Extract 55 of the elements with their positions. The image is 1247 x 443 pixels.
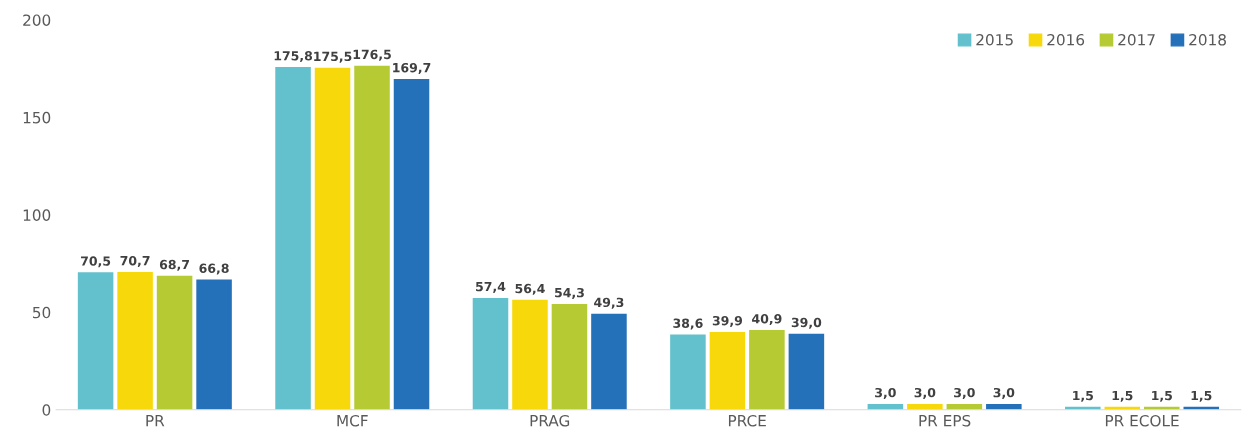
y-tick-label: 100 [23,209,51,221]
bar [117,271,153,410]
data-label: 176,5 [353,49,391,61]
x-tick-label: PRAG [530,414,570,427]
data-label: 40,9 [752,314,782,326]
y-tick-label: 150 [23,111,51,124]
data-label: 3,0 [875,387,896,399]
bar [709,332,746,410]
data-label: 70,5 [81,256,111,268]
bar [156,275,193,410]
bar [788,333,825,410]
data-label: 3,0 [954,387,975,399]
bar [393,79,430,410]
x-tick-label: PRCE [728,414,766,427]
y-tick-label: 200 [23,14,51,26]
bar [551,303,588,410]
data-label: 169,7 [393,62,431,74]
bar [354,65,390,410]
bar [196,279,232,410]
data-label: 175,8 [274,51,313,63]
legend-label: 2017 [1118,33,1155,46]
x-tick-label: PR EPS [919,414,971,427]
data-label: 49,3 [594,297,624,309]
bar [314,67,351,410]
data-label: 39,0 [791,317,822,329]
data-label: 38,6 [673,318,703,330]
data-label: 70,7 [120,255,150,267]
data-label: 175,5 [314,51,352,63]
legend-label: 2016 [1047,33,1085,46]
legend-label: 2018 [1189,33,1226,46]
bar [512,299,548,410]
data-label: 1,5 [1152,390,1172,402]
bar [591,313,627,410]
data-label: 3,0 [914,387,936,399]
data-label: 39,9 [712,315,743,328]
y-tick-label: 50 [32,306,51,319]
data-label: 3,0 [993,387,1015,399]
data-label: 1,5 [1191,390,1212,402]
x-tick-label: MCF [337,414,368,427]
bar [749,330,785,410]
y-tick-label: 0 [42,404,51,416]
data-label: 56,4 [515,283,545,295]
x-tick-label: PR ECOLE [1105,414,1179,427]
data-label: 66,8 [199,263,229,275]
data-label: 57,4 [476,282,506,293]
bar [670,334,706,410]
data-label: 1,5 [1073,390,1094,402]
bar [77,272,114,410]
bar [472,297,509,410]
data-label: 54,3 [555,287,584,299]
bar [275,67,311,410]
legend-label: 2015 [976,33,1013,46]
data-label: 1,5 [1112,390,1133,402]
data-label: 68,7 [159,259,190,271]
x-tick-label: PR [146,415,165,427]
